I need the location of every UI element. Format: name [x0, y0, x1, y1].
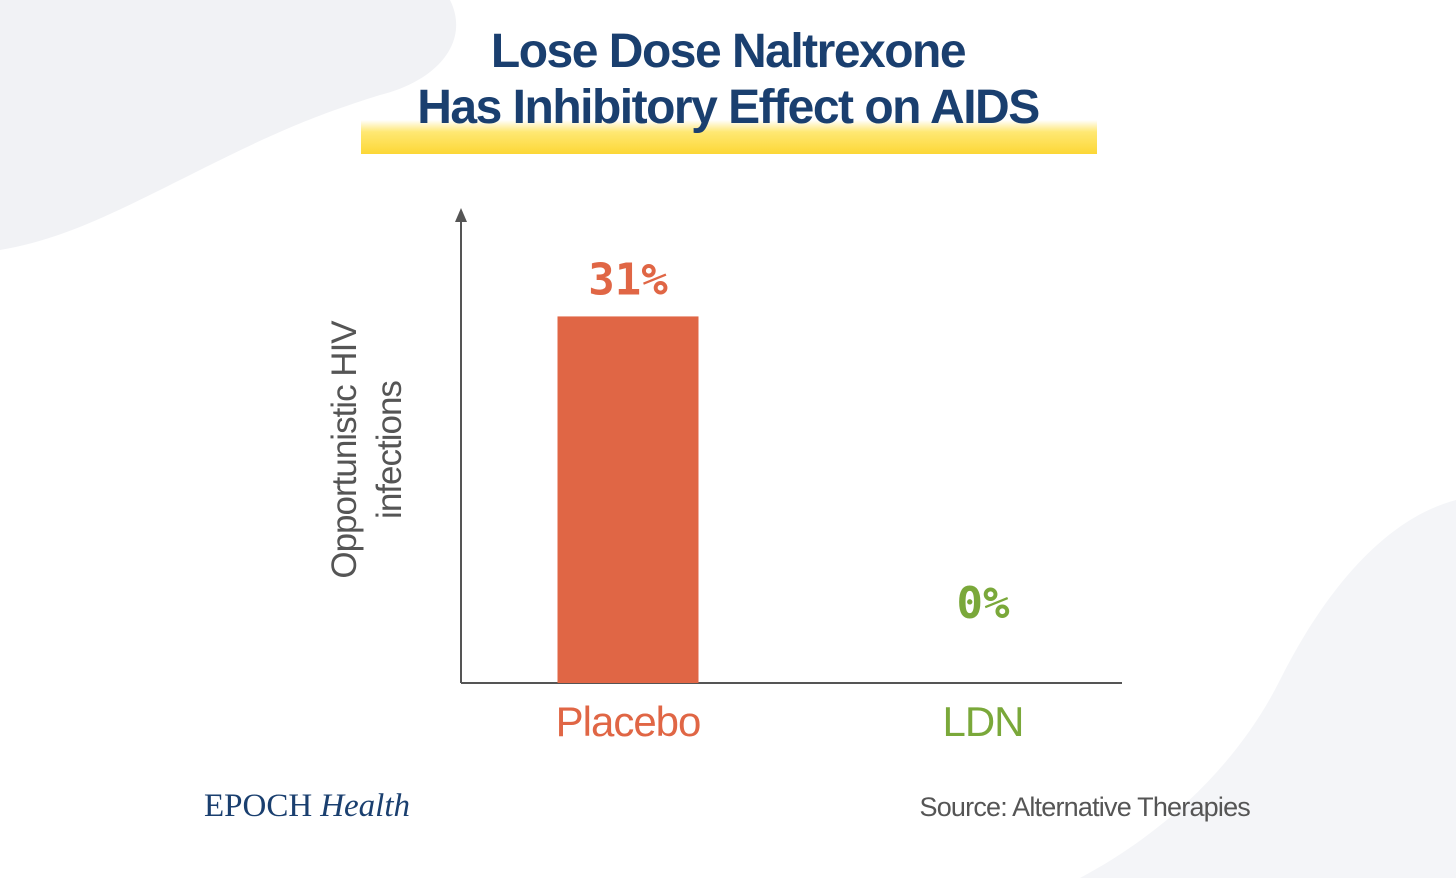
- y-axis-label-line-2: infections: [370, 381, 409, 519]
- title-line-2: Has Inhibitory Effect on AIDS: [417, 81, 1040, 134]
- data-label-ldn: 0%: [957, 578, 1010, 629]
- category-label-placebo: Placebo: [556, 698, 701, 745]
- page-title: Lose Dose Naltrexone Has Inhibitory Effe…: [0, 24, 1456, 136]
- epoch-health-logo: EPOCH Health: [204, 788, 410, 825]
- y-axis-arrow: [455, 208, 467, 222]
- title-highlight: [361, 120, 1097, 154]
- background-blob-top-left: [0, 0, 457, 250]
- bar-placebo: [557, 316, 699, 683]
- background-blob-bottom-right: [1080, 500, 1456, 878]
- category-label-ldn: LDN: [942, 698, 1023, 745]
- logo-brand-sub: Health: [320, 788, 411, 824]
- y-axis-label: Opportunistic HIV infections: [325, 320, 409, 579]
- data-label-placebo: 31%: [588, 254, 668, 305]
- y-axis-label-line-1: Opportunistic HIV: [325, 320, 364, 579]
- title-line-1: Lose Dose Naltrexone: [490, 25, 967, 78]
- source-note: Source: Alternative Therapies: [919, 792, 1250, 822]
- logo-brand-main: EPOCH: [204, 788, 313, 824]
- bar-ldn: [913, 683, 1054, 684]
